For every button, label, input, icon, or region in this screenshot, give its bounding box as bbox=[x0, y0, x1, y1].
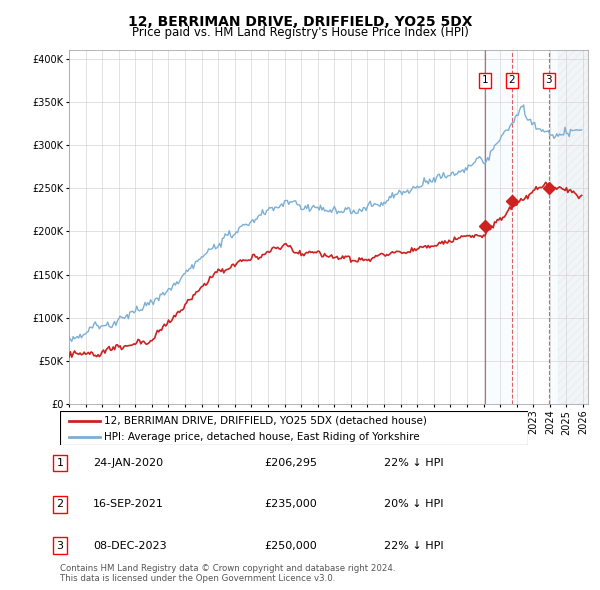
Text: 3: 3 bbox=[545, 76, 552, 86]
Text: 1: 1 bbox=[56, 458, 64, 468]
Text: 16-SEP-2021: 16-SEP-2021 bbox=[93, 500, 164, 509]
Text: 12, BERRIMAN DRIVE, DRIFFIELD, YO25 5DX (detached house): 12, BERRIMAN DRIVE, DRIFFIELD, YO25 5DX … bbox=[104, 416, 427, 426]
Bar bbox=[558, 50, 588, 404]
Text: Price paid vs. HM Land Registry's House Price Index (HPI): Price paid vs. HM Land Registry's House … bbox=[131, 26, 469, 39]
Text: 2: 2 bbox=[509, 76, 515, 86]
Text: HPI: Average price, detached house, East Riding of Yorkshire: HPI: Average price, detached house, East… bbox=[104, 432, 420, 442]
Text: £235,000: £235,000 bbox=[264, 500, 317, 509]
Text: 1: 1 bbox=[481, 76, 488, 86]
Text: 24-JAN-2020: 24-JAN-2020 bbox=[93, 458, 163, 468]
Bar bbox=[549, 50, 588, 404]
Text: 12, BERRIMAN DRIVE, DRIFFIELD, YO25 5DX: 12, BERRIMAN DRIVE, DRIFFIELD, YO25 5DX bbox=[128, 15, 472, 29]
Text: 2: 2 bbox=[56, 500, 64, 509]
Text: 08-DEC-2023: 08-DEC-2023 bbox=[93, 541, 167, 550]
Text: 3: 3 bbox=[56, 541, 64, 550]
Text: 22% ↓ HPI: 22% ↓ HPI bbox=[384, 458, 443, 468]
Text: £206,295: £206,295 bbox=[264, 458, 317, 468]
Text: 22% ↓ HPI: 22% ↓ HPI bbox=[384, 541, 443, 550]
Text: 20% ↓ HPI: 20% ↓ HPI bbox=[384, 500, 443, 509]
Bar bbox=[485, 50, 512, 404]
Text: £250,000: £250,000 bbox=[264, 541, 317, 550]
Text: Contains HM Land Registry data © Crown copyright and database right 2024.
This d: Contains HM Land Registry data © Crown c… bbox=[60, 563, 395, 583]
